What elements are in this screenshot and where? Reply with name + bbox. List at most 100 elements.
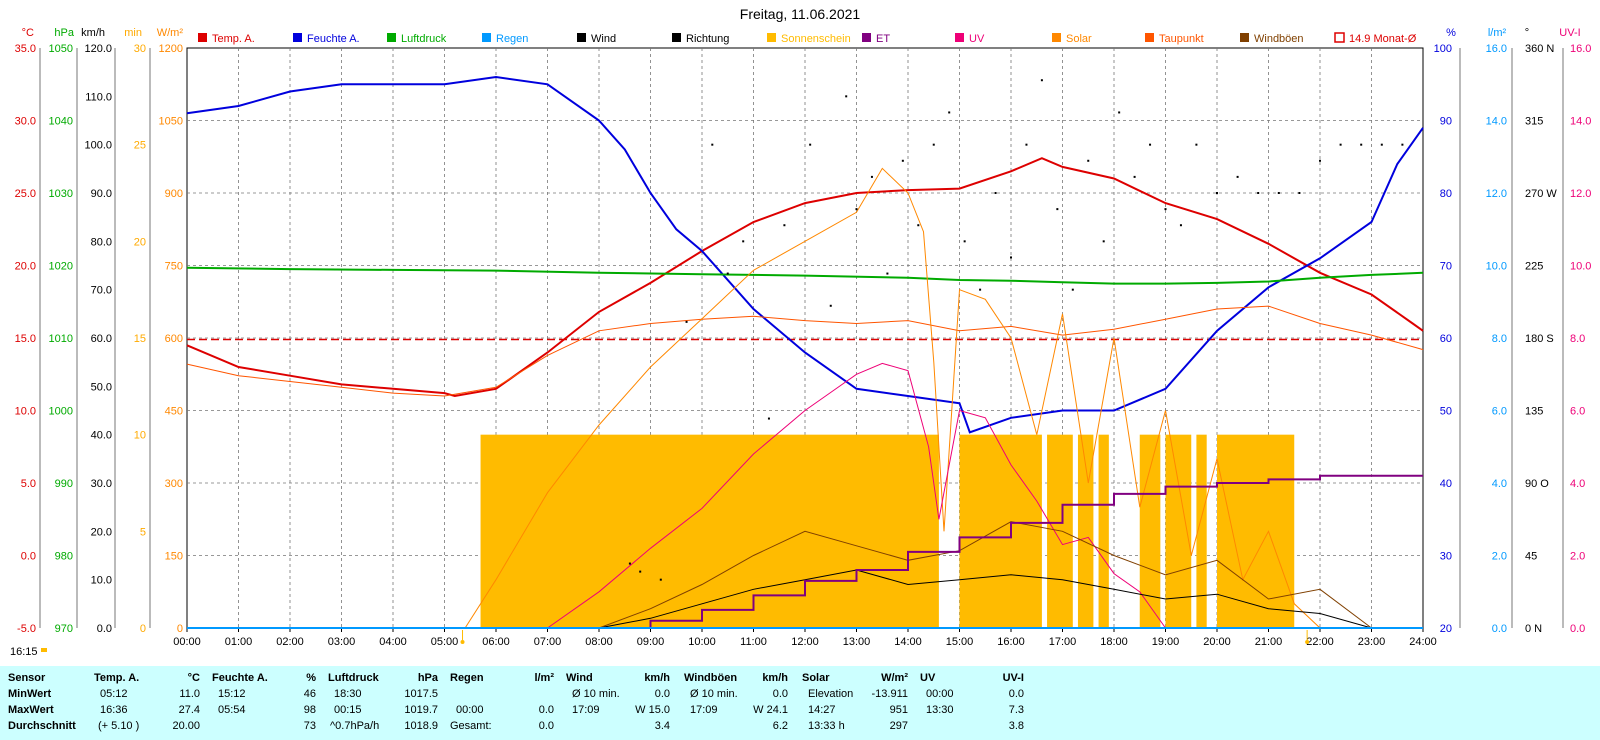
- max-solar-value: 951: [889, 704, 908, 716]
- avg-press-trend: ^0.7hPa/h: [330, 720, 380, 732]
- humidity-axis-tick: 50: [1440, 406, 1452, 418]
- series-luftdruck: [186, 266, 1424, 285]
- x-tick-label: 12:00: [791, 636, 819, 648]
- sunshine-bar: [480, 434, 939, 628]
- sunshine-bars: [480, 434, 1295, 628]
- series-windb-en: [598, 521, 1372, 629]
- max-press-time: 00:15: [334, 704, 362, 716]
- pressure-axis-tick: 1050: [49, 43, 73, 55]
- hdr-wind-unit: km/h: [644, 672, 670, 684]
- pressure-axis-tick: 1020: [49, 261, 73, 273]
- avg-solar-value: 297: [889, 720, 908, 732]
- min-uv-value: 0.0: [1008, 688, 1024, 700]
- x-tick-label: 05:00: [431, 636, 459, 648]
- legend-label: Luftdruck: [401, 33, 447, 45]
- rain-axis-tick: 16.0: [1486, 43, 1507, 55]
- hdr-uv: UV: [920, 672, 936, 684]
- x-tick-label: 03:00: [328, 636, 356, 648]
- temp-axis-tick: 15.0: [15, 333, 36, 345]
- x-tick-label: 20:00: [1203, 636, 1231, 648]
- direction-point: [711, 143, 714, 146]
- legend-swatch: [293, 33, 302, 42]
- temp-axis-tick: 25.0: [15, 188, 36, 200]
- sunshine-axis-tick: 20: [134, 236, 146, 248]
- direction-point: [963, 240, 966, 243]
- legend-label: 14.9 Monat-Ø: [1349, 33, 1417, 45]
- temp-axis-tick: 20.0: [15, 261, 36, 273]
- x-tick-label: 10:00: [688, 636, 716, 648]
- avg-temp-change: (+ 5.10 ): [98, 720, 140, 732]
- direction-point: [659, 578, 662, 581]
- sunshine-axis-tick: 10: [134, 430, 146, 442]
- solar-axis-tick: 450: [165, 406, 183, 418]
- legend-label: Regen: [496, 33, 528, 45]
- direction-point: [1164, 208, 1167, 211]
- direction-point: [901, 159, 904, 162]
- direction-point: [855, 208, 858, 211]
- uv-axis-tick: 0.0: [1570, 623, 1585, 635]
- sun-marker-dot: [1305, 640, 1310, 644]
- sunshine-bar: [1098, 434, 1109, 628]
- sunshine-axis-tick: 30: [134, 43, 146, 55]
- hdr-temp: Temp. A.: [94, 672, 140, 684]
- legend-label: Feuchte A.: [307, 33, 360, 45]
- direction-point: [1319, 159, 1321, 162]
- series-temp-a-: [186, 157, 1424, 398]
- row-min-label: MinWert: [8, 688, 52, 700]
- direction-point: [1179, 224, 1182, 227]
- legend-label: Windböen: [1254, 33, 1304, 45]
- uv-axis-tick: 16.0: [1570, 43, 1591, 55]
- humidity-axis-tick: 30: [1440, 551, 1452, 563]
- humidity-axis-tick: 100: [1434, 43, 1452, 55]
- direction-axis-tick: 360 N: [1525, 43, 1554, 55]
- hdr-rain: Regen: [450, 672, 484, 684]
- direction-point: [979, 288, 982, 291]
- direction-point: [767, 417, 770, 420]
- rain-axis-unit: l/m²: [1488, 27, 1507, 39]
- x-tick-label: 11:00: [740, 636, 767, 648]
- hdr-temp-unit: °C: [187, 672, 200, 684]
- legend-label: Sonnenschein: [781, 33, 851, 45]
- max-rain-value: 0.0: [538, 704, 554, 716]
- x-tick-label: 18:00: [1100, 636, 1128, 648]
- direction-point: [1339, 143, 1342, 146]
- wind-axis-tick: 120.0: [84, 43, 112, 55]
- direction-point: [726, 272, 729, 275]
- legend-label: Solar: [1066, 33, 1092, 45]
- hdr-rain-unit: l/m²: [534, 672, 554, 684]
- direction-point: [1216, 192, 1218, 194]
- uv-axis-tick: 2.0: [1570, 551, 1585, 563]
- sunshine-bar: [1217, 434, 1295, 628]
- sunshine-axis-tick: 25: [134, 140, 146, 152]
- row-avg-label: Durchschnitt: [8, 720, 76, 732]
- direction-point: [1360, 143, 1363, 146]
- max-uv-value: 7.3: [1008, 704, 1024, 716]
- legend-swatch: [577, 33, 586, 42]
- direction-point: [948, 111, 951, 114]
- rain-axis-tick: 12.0: [1486, 188, 1507, 200]
- wind-axis-tick: 110.0: [85, 91, 112, 103]
- x-tick-label: 22:00: [1306, 636, 1334, 648]
- solar-axis-tick: 750: [165, 261, 183, 273]
- direction-axis-tick: 45: [1525, 551, 1537, 563]
- legend-swatch: [1052, 33, 1061, 42]
- wind-axis-tick: 80.0: [91, 236, 112, 248]
- time-label: 16:15: [10, 646, 38, 658]
- avg-temp-value: 20.00: [172, 720, 200, 732]
- temp-axis-tick: -5.0: [17, 623, 36, 635]
- temp-axis-tick: 30.0: [15, 116, 36, 128]
- direction-point: [1118, 111, 1121, 114]
- rain-axis-tick: 4.0: [1492, 478, 1507, 490]
- x-tick-label: 19:00: [1152, 636, 1180, 648]
- avg-rain-value: 0.0: [538, 720, 554, 732]
- min-temp-value: 11.0: [179, 688, 200, 700]
- rain-axis-tick: 14.0: [1486, 116, 1507, 128]
- max-gust-value: W 24.1: [753, 704, 788, 716]
- x-tick-label: 00:00: [173, 636, 201, 648]
- sunshine-axis-tick: 0: [140, 623, 146, 635]
- sunshine-axis-unit: min: [124, 27, 142, 39]
- x-tick-label: 21:00: [1255, 636, 1283, 648]
- max-temp-time: 16:36: [100, 704, 128, 716]
- series-et: [599, 474, 1423, 629]
- x-tick-label: 17:00: [1049, 636, 1077, 648]
